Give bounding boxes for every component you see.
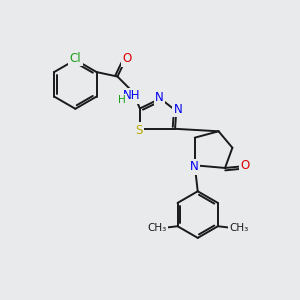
Text: N: N (173, 103, 182, 116)
Text: O: O (123, 52, 132, 65)
Text: O: O (240, 159, 250, 172)
Text: CH₃: CH₃ (229, 223, 248, 233)
Text: S: S (136, 124, 143, 137)
Text: N: N (155, 91, 164, 103)
Text: Cl: Cl (70, 52, 81, 65)
Text: H: H (118, 95, 125, 105)
Text: CH₃: CH₃ (147, 223, 166, 233)
Text: NH: NH (123, 89, 140, 102)
Text: N: N (190, 160, 199, 173)
